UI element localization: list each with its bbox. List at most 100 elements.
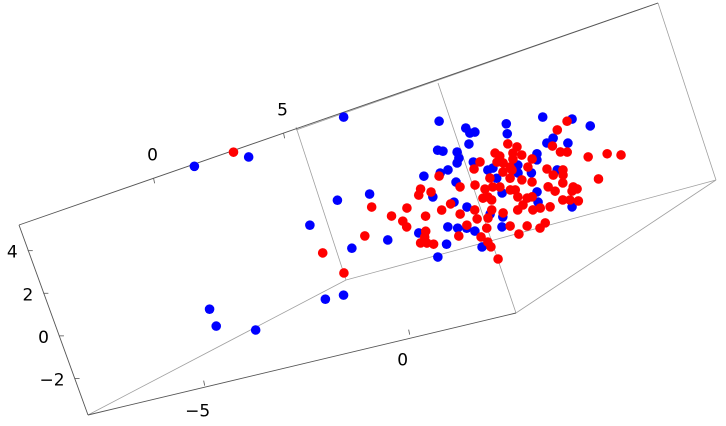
box-edge: [345, 179, 717, 281]
data-point-series-1: [382, 235, 393, 245]
axis-ticks: [27, 133, 411, 386]
data-point-series-2: [540, 218, 551, 228]
data-point-series-2: [516, 150, 527, 160]
data-point-series-1: [443, 222, 453, 232]
data-point-series-2: [543, 182, 553, 192]
data-point-series-1: [452, 158, 462, 168]
data-point-series-1: [537, 112, 548, 122]
x-tick-label: −5: [185, 402, 210, 422]
data-point-series-2: [445, 199, 456, 209]
data-point-series-1: [462, 202, 472, 212]
data-point-series-1: [320, 294, 331, 304]
data-point-series-2: [528, 205, 538, 215]
data-point-series-1: [452, 223, 463, 233]
data-point-series-2: [470, 180, 480, 190]
data-point-series-2: [339, 268, 349, 278]
data-point-series-2: [317, 248, 328, 258]
data-point-series-2: [360, 231, 370, 241]
data-point-series-2: [498, 208, 508, 218]
data-point-series-2: [436, 205, 447, 215]
x-tick: [203, 380, 206, 386]
data-point-series-2: [517, 175, 527, 185]
data-point-series-1: [204, 304, 215, 314]
data-points: [189, 112, 626, 335]
data-point-series-2: [550, 186, 560, 196]
data-point-series-2: [462, 220, 472, 230]
data-point-series-2: [548, 170, 559, 180]
data-point-series-2: [527, 192, 537, 202]
x-tick-label: 0: [397, 351, 408, 371]
data-point-series-2: [562, 147, 572, 157]
data-point-series-2: [228, 147, 239, 157]
data-point-series-2: [402, 203, 412, 213]
data-point-series-2: [486, 195, 497, 205]
data-point-series-2: [480, 184, 490, 194]
y-tick: [283, 133, 285, 139]
data-point-series-2: [542, 164, 552, 174]
data-point-series-2: [565, 195, 575, 205]
data-point-series-2: [527, 177, 537, 187]
data-point-series-2: [616, 150, 626, 160]
data-point-series-1: [441, 239, 452, 249]
data-point-series-2: [512, 205, 523, 215]
data-point-series-2: [434, 171, 444, 181]
data-point-series-2: [481, 223, 492, 233]
box-edge: [437, 82, 517, 314]
z-tick-label: 0: [38, 328, 49, 348]
data-point-series-2: [552, 125, 563, 135]
y-tick: [153, 178, 155, 184]
y-tick-label: 0: [147, 145, 158, 165]
data-point-series-2: [366, 202, 377, 212]
data-point-series-2: [455, 182, 465, 192]
x-tick: [408, 329, 411, 335]
data-point-series-1: [470, 226, 480, 236]
box-edge: [657, 2, 717, 181]
data-point-series-1: [332, 195, 343, 206]
data-point-series-2: [514, 229, 524, 239]
data-point-series-2: [469, 164, 479, 174]
data-point-series-2: [472, 214, 482, 224]
data-point-series-2: [555, 147, 566, 157]
data-point-series-1: [468, 157, 479, 167]
data-point-series-2: [513, 192, 523, 202]
data-point-series-2: [478, 193, 488, 203]
data-point-series-1: [338, 112, 349, 122]
data-point-series-2: [507, 165, 517, 175]
data-point-series-2: [493, 254, 503, 264]
data-point-series-1: [189, 161, 200, 172]
data-point-series-2: [455, 209, 465, 219]
data-point-series-2: [486, 242, 496, 252]
data-point-series-2: [547, 141, 558, 151]
data-point-series-2: [413, 190, 424, 200]
data-point-series-2: [545, 201, 555, 212]
data-point-series-2: [495, 182, 505, 192]
data-point-series-2: [505, 173, 515, 183]
data-point-series-2: [558, 170, 568, 180]
box-edge: [87, 279, 347, 416]
data-point-series-1: [438, 146, 448, 156]
data-point-series-1: [338, 290, 349, 300]
data-point-series-2: [386, 211, 397, 221]
data-point-series-2: [486, 205, 497, 215]
data-point-series-2: [420, 211, 431, 221]
data-point-series-2: [401, 222, 412, 232]
data-point-series-1: [419, 171, 429, 181]
data-point-series-2: [583, 152, 593, 162]
data-point-series-2: [527, 154, 537, 164]
bounding-box: [18, 2, 717, 416]
data-point-series-1: [497, 222, 507, 232]
data-point-series-2: [498, 167, 508, 177]
data-point-series-1: [243, 152, 254, 162]
data-point-series-2: [602, 148, 612, 159]
data-point-series-2: [522, 221, 532, 231]
data-point-series-2: [505, 221, 515, 231]
data-point-series-1: [464, 139, 474, 149]
data-point-series-1: [434, 116, 444, 127]
data-point-series-2: [469, 205, 480, 215]
data-point-series-1: [433, 252, 443, 262]
data-point-series-1: [443, 165, 453, 175]
data-point-series-2: [567, 186, 577, 196]
data-point-series-1: [465, 128, 475, 138]
